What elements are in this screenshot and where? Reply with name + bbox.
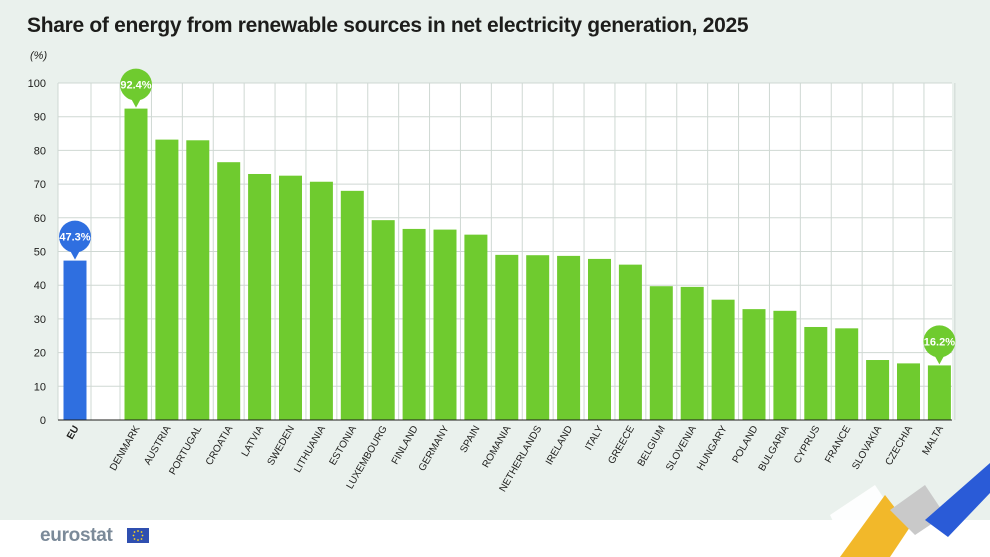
bar-lithuania xyxy=(309,181,333,420)
x-tick-label: SLOVENIA xyxy=(664,424,699,473)
bar-spain xyxy=(464,234,488,420)
x-tick-label: FINLAND xyxy=(390,424,421,467)
x-tick-label: IRELAND xyxy=(544,424,575,467)
x-tick-label: AUSTRIA xyxy=(142,424,173,467)
bar-czechia xyxy=(897,363,920,420)
annotation-bubble xyxy=(59,220,91,253)
x-tick-label: GREECE xyxy=(606,424,637,466)
eurostat-logo: eurostat xyxy=(40,525,113,546)
decorative-arrow-graphic xyxy=(830,463,990,557)
bar-belgium xyxy=(649,286,673,420)
x-tick-label: ITALY xyxy=(583,424,606,453)
x-tick-label: CYPRUS xyxy=(792,424,823,466)
bar-latvia xyxy=(248,173,272,420)
bar-france xyxy=(835,328,859,420)
bar-eu xyxy=(63,260,87,420)
bar-germany xyxy=(433,229,457,420)
bar-ireland xyxy=(557,255,581,420)
bar-luxembourg xyxy=(371,220,395,420)
x-tick-label: ESTONIA xyxy=(328,424,360,468)
x-tick-label: DENMARK xyxy=(108,424,143,473)
bar-austria xyxy=(155,139,179,420)
bar-hungary xyxy=(711,299,735,420)
y-tick-label: 90 xyxy=(34,112,46,124)
y-tick-label: 60 xyxy=(34,213,46,225)
x-tick-label: SPAIN xyxy=(458,424,482,455)
x-tick-label: LITHUANIA xyxy=(292,424,328,475)
bar-finland xyxy=(402,228,426,420)
bar-slovakia xyxy=(866,360,890,420)
x-tick-label: ROMANIA xyxy=(481,424,514,470)
bar-netherlands xyxy=(526,255,550,420)
bar-sweden xyxy=(279,175,302,420)
bar-romania xyxy=(495,254,519,420)
x-tick-label: HUNGARY xyxy=(695,424,730,473)
bar-poland xyxy=(742,309,766,420)
eu-flag-icon xyxy=(127,528,149,543)
annotation-label: 16.2% xyxy=(924,336,955,348)
x-tick-label: EU xyxy=(65,424,81,442)
footer xyxy=(0,520,990,557)
x-tick-label: BELGIUM xyxy=(636,424,668,468)
x-tick-label: POLAND xyxy=(731,424,761,465)
y-tick-label: 10 xyxy=(34,381,46,393)
x-tick-label: GERMANY xyxy=(417,424,452,474)
bar-greece xyxy=(618,264,642,420)
bar-estonia xyxy=(340,190,364,420)
x-tick-label: MALTA xyxy=(921,424,947,457)
chart-title: Share of energy from renewable sources i… xyxy=(27,14,749,37)
y-tick-label: 70 xyxy=(34,179,46,191)
x-tick-label: CROATIA xyxy=(204,424,236,468)
y-tick-label: 100 xyxy=(28,78,46,90)
y-tick-label: 0 xyxy=(40,415,46,427)
bar-denmark xyxy=(124,108,148,420)
bar-italy xyxy=(588,258,611,420)
y-tick-label: 80 xyxy=(34,145,46,157)
annotation-label: 92.4% xyxy=(120,80,151,92)
annotation-bubble xyxy=(923,325,956,358)
bar-bulgaria xyxy=(773,310,797,420)
bar-portugal xyxy=(186,140,210,421)
x-tick-label: LATVIA xyxy=(240,424,267,459)
bar-cyprus xyxy=(804,326,828,420)
annotation-bubble xyxy=(120,68,152,101)
x-tick-label: PORTUGAL xyxy=(167,424,204,477)
bar-croatia xyxy=(217,162,241,420)
annotation-label: 47.3% xyxy=(59,232,90,244)
y-axis-unit: (%) xyxy=(30,50,48,62)
x-tick-label: SWEDEN xyxy=(266,424,297,468)
y-tick-label: 50 xyxy=(34,247,46,259)
y-tick-label: 20 xyxy=(34,348,46,360)
y-tick-label: 30 xyxy=(34,314,46,326)
bar-malta xyxy=(927,365,951,420)
bar-slovenia xyxy=(680,286,704,420)
x-tick-label: BULGARIA xyxy=(757,424,792,474)
y-tick-label: 40 xyxy=(34,280,46,292)
